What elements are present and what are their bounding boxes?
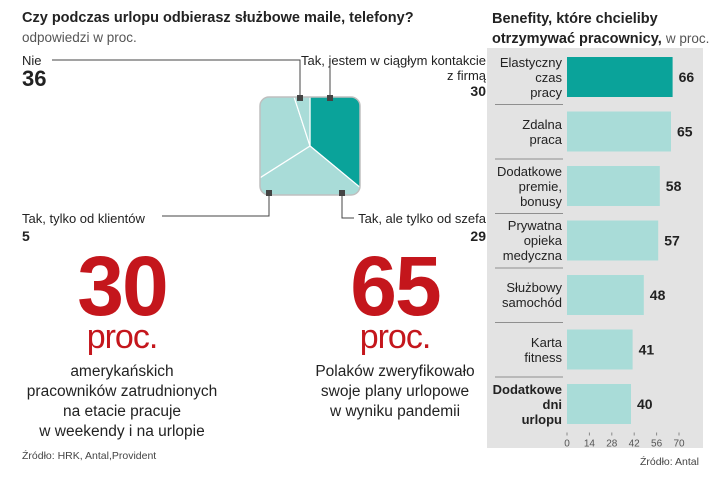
bar-category-line: Zdalna bbox=[522, 116, 562, 132]
bar-category-line: pracy bbox=[530, 84, 562, 100]
leader-klienci bbox=[162, 193, 270, 217]
value-klienci: 5 bbox=[22, 228, 30, 244]
bar-value-label: 57 bbox=[664, 233, 680, 249]
right-title-light: w proc. bbox=[665, 31, 710, 46]
bar bbox=[567, 166, 660, 206]
pie-slice bbox=[260, 145, 360, 195]
label-nie: Nie bbox=[22, 53, 42, 68]
bar-value-label: 48 bbox=[650, 287, 666, 303]
stat1-line: na etacie pracuje bbox=[62, 403, 182, 420]
bar-category-line: bonusy bbox=[520, 193, 562, 209]
label-szef: Tak, ale tylko od szefa bbox=[358, 211, 486, 226]
x-tick-label: 42 bbox=[629, 439, 641, 449]
label-kontakt: Tak, jestem w ciągłym kontakcie z firmą bbox=[301, 53, 486, 83]
bar-value-label: 66 bbox=[679, 69, 695, 85]
pie-slice bbox=[309, 97, 360, 195]
right-source: Źródło: Antal bbox=[640, 456, 699, 468]
bar-category-label: Służbowy samochód bbox=[487, 280, 562, 310]
stat1-line: w weekendy i na urlopie bbox=[39, 423, 205, 440]
bar bbox=[567, 111, 671, 152]
bar-category-line: fitness bbox=[524, 349, 562, 365]
pie-slice bbox=[281, 97, 311, 147]
bar-category-line: Elastyczny bbox=[499, 54, 562, 70]
bar-category-line: samochód bbox=[502, 295, 562, 310]
pie-chart bbox=[259, 96, 361, 196]
x-tick-label: 56 bbox=[651, 439, 663, 449]
bar-value-label: 58 bbox=[666, 178, 682, 194]
stat2-line: Polaków zweryfikowało bbox=[315, 363, 475, 380]
bar-category-line: premie, bbox=[518, 178, 562, 194]
right-title: Benefity, które chcieliby otrzymywać pra… bbox=[492, 10, 712, 49]
bar-category-line: dni bbox=[542, 396, 563, 412]
left-subtitle: odpowiedzi w proc. bbox=[22, 30, 137, 45]
stat2-line: swoje plany urlopowe bbox=[320, 383, 470, 400]
right-title-bold: Benefity, które chcieliby otrzymywać pra… bbox=[492, 11, 662, 47]
bar-category-label: Zdalna praca bbox=[487, 117, 562, 147]
value-nie: 36 bbox=[22, 66, 47, 91]
x-tick-label: 28 bbox=[606, 439, 618, 449]
bar bbox=[567, 384, 631, 424]
bar-category-line: Dodatkowe bbox=[496, 163, 562, 179]
pie-slice bbox=[260, 97, 311, 195]
label-klienci: Tak, tylko od klientów bbox=[22, 211, 145, 226]
stat1-line: pracowników zatrudnionych bbox=[26, 383, 218, 400]
stat2-line: w wyniku pandemii bbox=[329, 403, 461, 420]
stat2-description: Polaków zweryfikowało swoje plany urlopo… bbox=[270, 362, 520, 422]
bar-category-label: Elastyczny czas pracy bbox=[487, 55, 562, 100]
x-tick-label: 70 bbox=[673, 439, 685, 449]
stat1-line: amerykańskich bbox=[70, 363, 174, 380]
bar-value-label: 41 bbox=[639, 342, 655, 358]
bar-value-label: 40 bbox=[637, 396, 653, 412]
x-tick-label: 14 bbox=[584, 439, 596, 449]
left-source: Źródło: HRK, Antal,Provident bbox=[22, 450, 157, 462]
bar bbox=[567, 329, 633, 370]
bar-chart: 66 65 58 57 48 41 40 0 14 28 42 56 70 bbox=[495, 57, 695, 449]
stat1-number: 30 bbox=[77, 239, 168, 333]
bar-category-line: czas bbox=[535, 69, 562, 85]
bar-category-label: Karta fitness bbox=[487, 335, 562, 365]
bar-value-label: 65 bbox=[677, 124, 693, 140]
bar-category-line: urlopu bbox=[521, 411, 562, 427]
bar-category-line: praca bbox=[529, 131, 562, 147]
value-kontakt: 30 bbox=[470, 83, 486, 99]
left-title: Czy podczas urlopu odbierasz służbowe ma… bbox=[22, 10, 414, 26]
bar bbox=[567, 220, 659, 261]
x-tick-label: 0 bbox=[564, 439, 570, 449]
bar-category-label: Prywatna opieka medyczna bbox=[487, 218, 562, 263]
bar-category-line: Służbowy bbox=[506, 280, 562, 295]
bar bbox=[567, 275, 644, 315]
stat2-unit: proc. bbox=[359, 318, 432, 356]
stat2-number: 65 bbox=[350, 239, 441, 333]
bar-category-line: Karta bbox=[530, 334, 562, 350]
bar-category-label: Dodatkowe premie, bonusy bbox=[487, 164, 562, 209]
bar-category-label: Dodatkowe dni urlopu bbox=[487, 382, 562, 427]
bar-category-line: Prywatna bbox=[507, 218, 562, 233]
stat1-unit: proc. bbox=[86, 318, 159, 356]
bar bbox=[567, 57, 673, 97]
stat1-description: amerykańskich pracowników zatrudnionych … bbox=[2, 362, 242, 442]
bar-category-line: Dodatkowe bbox=[492, 381, 562, 397]
bar-category-line: medyczna bbox=[502, 248, 562, 263]
value-szef: 29 bbox=[470, 228, 486, 244]
bar-category-line: opieka bbox=[523, 233, 562, 248]
